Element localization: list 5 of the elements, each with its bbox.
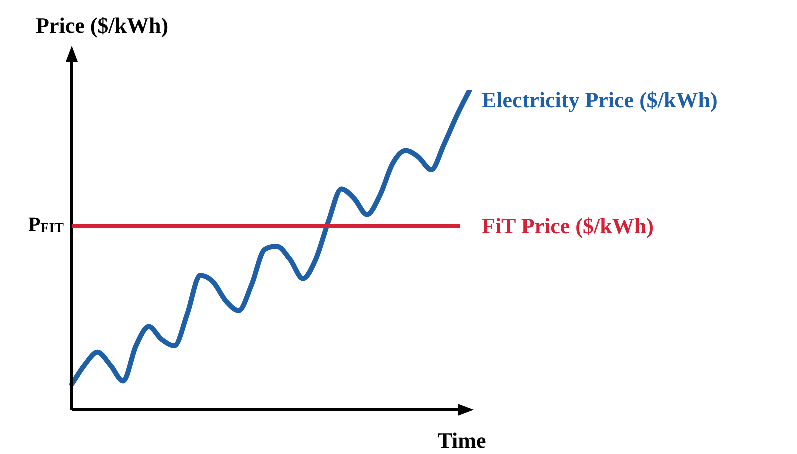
x-axis-title: Time [438,428,486,453]
text: PFIT [28,214,65,237]
series-label: Electricity Price ($/kWh) [482,88,718,113]
ref-line-label: FiT Price ($/kWh) [482,214,654,239]
y-axis-title: Price ($/kWh) [36,13,169,38]
